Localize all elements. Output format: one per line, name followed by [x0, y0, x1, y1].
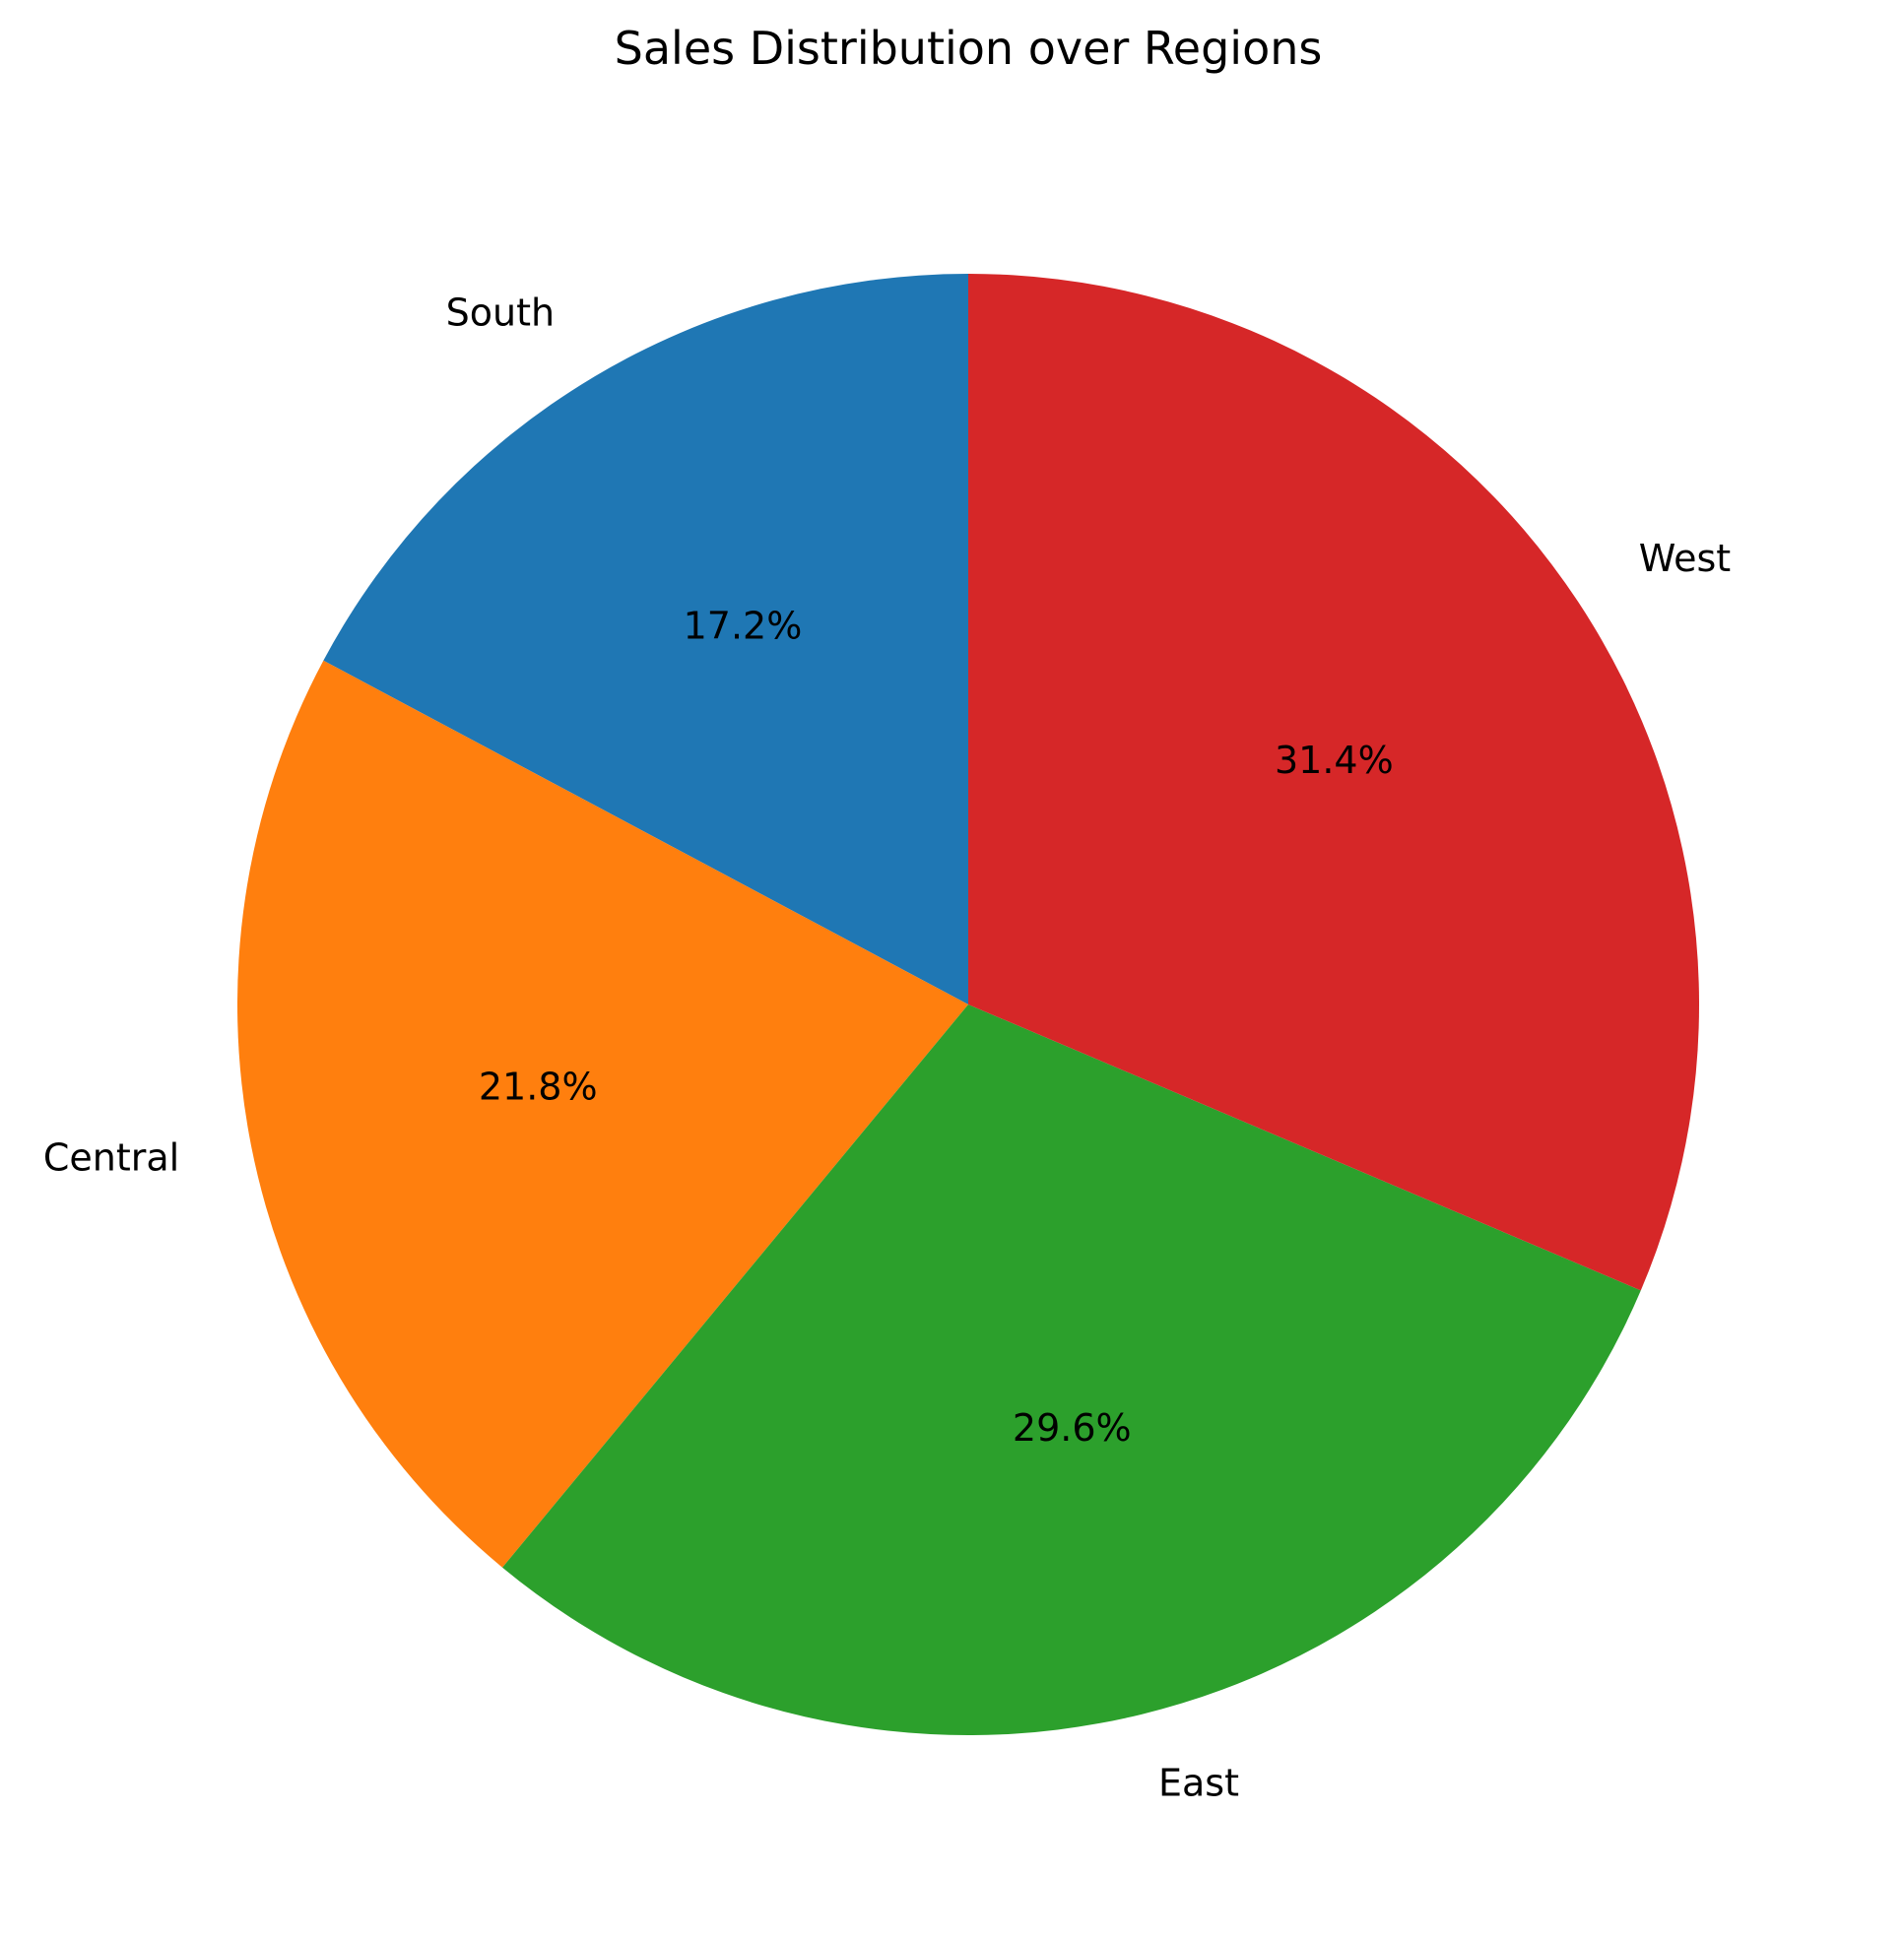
pie-slice-west	[968, 274, 1699, 1291]
pct-label-west: 31.4%	[1275, 739, 1394, 782]
pct-label-south: 17.2%	[684, 605, 803, 648]
slice-label-east: East	[1158, 1762, 1239, 1805]
pct-label-central: 21.8%	[479, 1066, 598, 1109]
pie-slice-east	[502, 1004, 1641, 1735]
slice-label-west: West	[1639, 537, 1731, 580]
pie-slice-south	[323, 274, 968, 1004]
pie-slice-central	[236, 660, 968, 1568]
pct-label-east: 29.6%	[1013, 1406, 1132, 1450]
slice-label-central: Central	[43, 1135, 179, 1179]
chart-title: Sales Distribution over Regions	[614, 22, 1323, 75]
slice-label-south: South	[446, 291, 555, 335]
